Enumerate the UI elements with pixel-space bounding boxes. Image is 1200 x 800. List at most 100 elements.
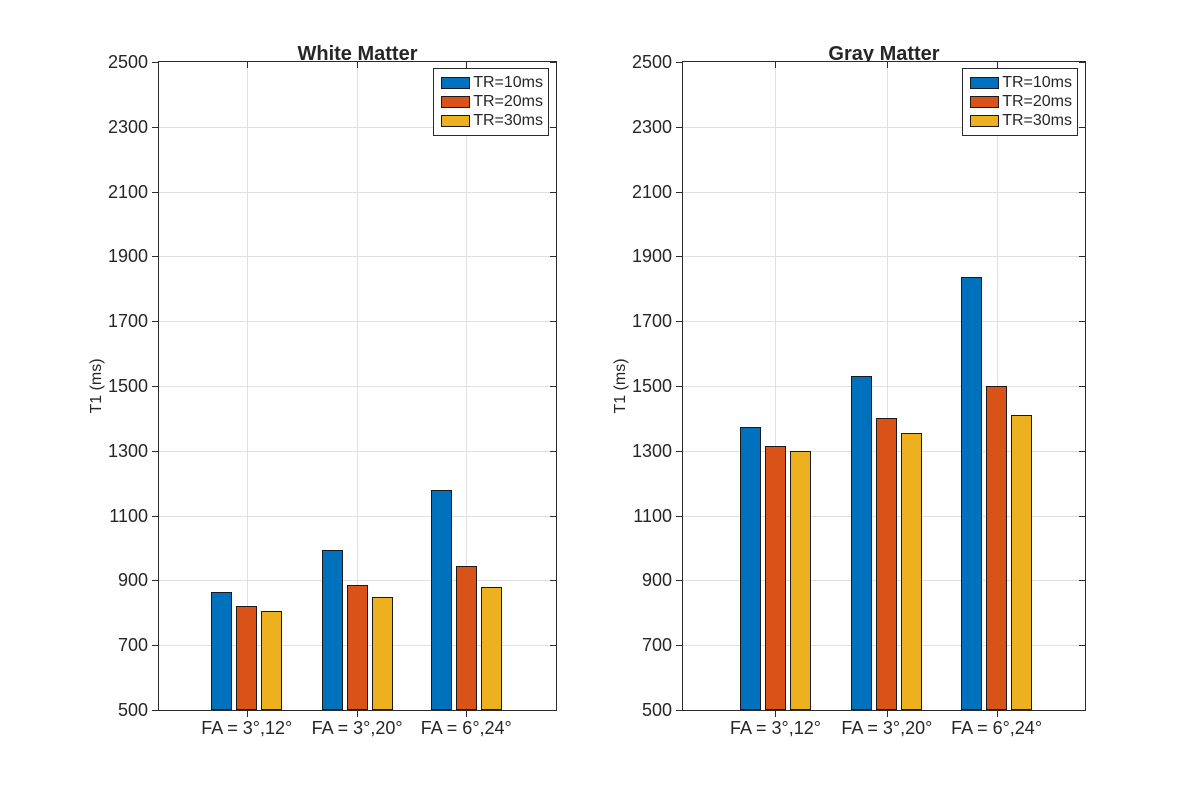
y-tick-label-1100: 1100	[109, 505, 148, 526]
bar-white-matter-group3-tr-30ms	[480, 586, 502, 710]
chart-title: Gray Matter	[828, 42, 940, 65]
x-tick-label-fa-3-12: FA = 3°,12°	[201, 718, 293, 738]
gridline-y-2300	[683, 126, 1085, 128]
y-tick-right-2500	[1079, 62, 1085, 63]
y-tick-right-1500	[1079, 386, 1085, 387]
y-tick-right-1500	[550, 386, 556, 387]
y-tick-right-1100	[1079, 515, 1085, 517]
x-tick-bottom-group3	[466, 711, 468, 717]
y-tick-right-1900	[1079, 256, 1085, 258]
legend-label: TR=30ms	[1002, 112, 1072, 129]
y-tick-label-700: 700	[641, 635, 672, 656]
y-tick-1700	[152, 321, 158, 323]
bar-gray-matter-group1-tr-20ms	[764, 445, 786, 710]
y-tick-right-900	[1079, 580, 1085, 582]
bar-gray-matter-group2-tr-10ms	[851, 376, 873, 710]
y-tick-right-700	[550, 645, 556, 647]
y-tick-1100	[676, 515, 682, 517]
y-tick-900	[676, 580, 682, 582]
y-tick-label-1900: 1900	[631, 246, 672, 267]
chart-title: White Matter	[297, 42, 418, 65]
y-tick-1700	[676, 321, 682, 323]
x-tick-bottom-group2	[357, 711, 359, 717]
bar-white-matter-group2-tr-30ms	[371, 596, 393, 710]
y-tick-label-2100: 2100	[631, 181, 672, 202]
legend-entry-tr-20ms: TR=20ms	[970, 94, 1072, 110]
bar-gray-matter-group1-tr-30ms	[789, 450, 811, 710]
y-tick-label-2100: 2100	[107, 181, 148, 202]
y-tick-1900	[152, 256, 158, 258]
bar-white-matter-group2-tr-20ms	[346, 585, 368, 710]
y-tick-right-1700	[550, 321, 556, 323]
bar-white-matter-group3-tr-20ms	[455, 565, 477, 710]
y-tick-label-2300: 2300	[631, 116, 672, 137]
legend-entry-tr-30ms: TR=30ms	[970, 113, 1072, 129]
legend-entry-tr-30ms: TR=30ms	[441, 113, 543, 129]
y-tick-2300	[152, 126, 158, 128]
legend-entry-tr-10ms: TR=10ms	[970, 75, 1072, 91]
y-tick-label-1100: 1100	[633, 505, 672, 526]
legend-swatch	[441, 115, 471, 127]
y-tick-right-2100	[1079, 191, 1085, 193]
gridline-y-1700	[683, 321, 1085, 323]
y-tick-right-1700	[1079, 321, 1085, 323]
x-tick-label-fa-3-12: FA = 3°,12°	[729, 718, 821, 738]
x-tick-label-fa-6-24: FA = 6°,24°	[951, 718, 1043, 738]
legend-swatch	[441, 77, 471, 89]
y-tick-label-1500: 1500	[107, 376, 148, 396]
gridline-x-group1	[246, 62, 248, 710]
y-tick-label-900: 900	[641, 570, 672, 591]
bar-white-matter-group2-tr-10ms	[321, 549, 343, 710]
y-tick-label-1300: 1300	[107, 440, 148, 461]
y-tick-2300	[676, 126, 682, 128]
y-tick-label-1700: 1700	[107, 311, 148, 332]
bar-gray-matter-group3-tr-20ms	[986, 386, 1008, 710]
x-tick-bottom-group1	[246, 711, 248, 717]
y-tick-700	[676, 645, 682, 647]
x-tick-top-group3	[996, 62, 998, 68]
y-tick-label-1700: 1700	[631, 311, 672, 332]
y-tick-500	[676, 710, 682, 711]
y-tick-1100	[152, 515, 158, 517]
y-tick-label-2500: 2500	[631, 52, 672, 72]
legend-label: TR=10ms	[473, 74, 543, 91]
y-tick-right-2100	[550, 191, 556, 193]
x-tick-bottom-group3	[996, 711, 998, 717]
x-tick-bottom-group2	[886, 711, 888, 717]
legend-label: TR=20ms	[1002, 93, 1072, 110]
y-tick-label-700: 700	[117, 635, 148, 656]
y-tick-1300	[152, 450, 158, 452]
y-tick-2100	[152, 191, 158, 193]
legend-swatch	[441, 96, 471, 108]
y-tick-label-2500: 2500	[107, 52, 148, 72]
legend: TR=10ms TR=20ms TR=30ms	[962, 68, 1078, 136]
y-tick-right-1900	[550, 256, 556, 258]
legend-swatch	[970, 115, 1000, 127]
legend-label: TR=10ms	[1002, 74, 1072, 91]
bar-white-matter-group3-tr-10ms	[430, 489, 452, 710]
plot-area: TR=10ms TR=20ms TR=30ms	[676, 61, 1086, 717]
y-tick-right-1300	[550, 450, 556, 452]
x-tick-bottom-group1	[775, 711, 777, 717]
y-tick-1300	[676, 450, 682, 452]
gridline-y-2100	[683, 191, 1085, 193]
y-tick-right-500	[1079, 710, 1085, 711]
y-tick-right-2300	[1079, 126, 1085, 128]
y-tick-right-2500	[550, 62, 556, 63]
y-tick-label-900: 900	[117, 570, 148, 591]
legend-label: TR=30ms	[473, 112, 543, 129]
y-tick-label-1900: 1900	[107, 246, 148, 267]
y-tick-label-500: 500	[641, 700, 672, 720]
y-tick-label-2300: 2300	[107, 116, 148, 137]
x-tick-top-group1	[246, 62, 248, 68]
y-tick-1500	[676, 386, 682, 387]
x-tick-label-fa-3-20: FA = 3°,20°	[841, 718, 933, 738]
y-tick-500	[152, 710, 158, 711]
bar-gray-matter-group2-tr-30ms	[901, 432, 923, 710]
legend-entry-tr-10ms: TR=10ms	[441, 75, 543, 91]
gridline-x-group1	[775, 62, 777, 710]
y-tick-2500	[152, 62, 158, 63]
